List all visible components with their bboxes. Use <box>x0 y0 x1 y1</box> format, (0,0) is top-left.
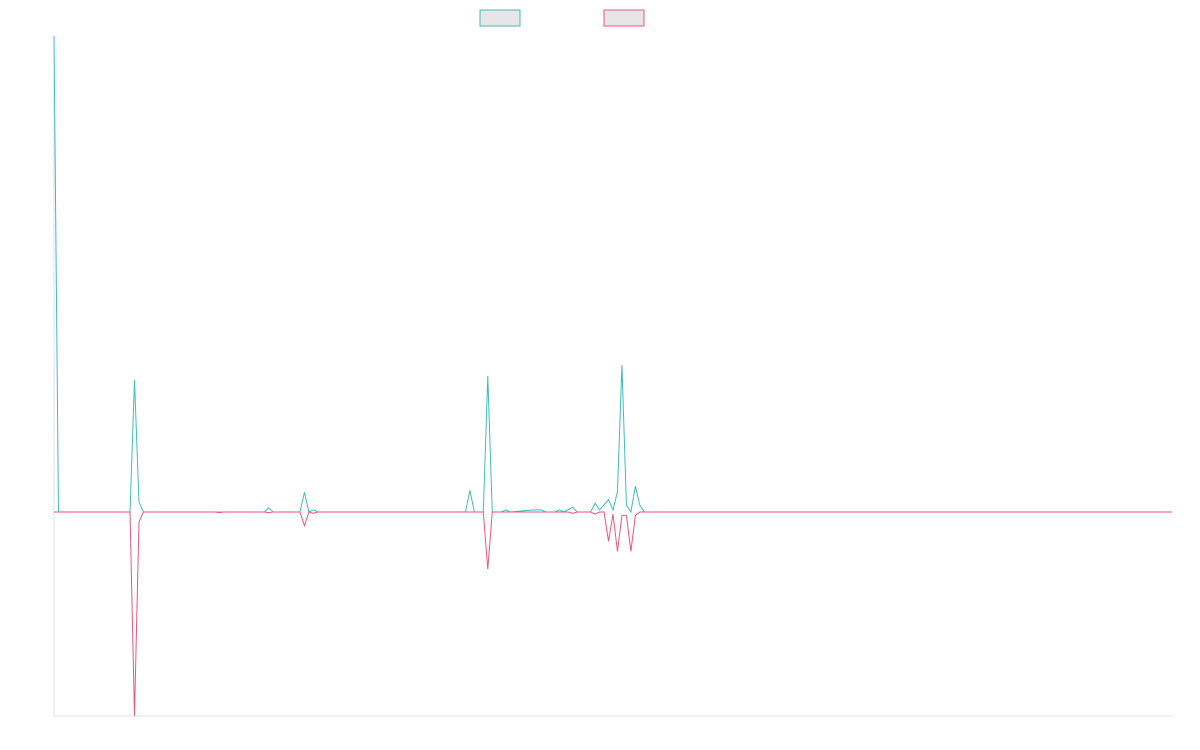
legend-swatch[interactable] <box>603 9 645 27</box>
legend-swatch[interactable] <box>479 9 521 27</box>
series-line <box>53 35 1172 514</box>
series-line <box>54 511 1172 717</box>
